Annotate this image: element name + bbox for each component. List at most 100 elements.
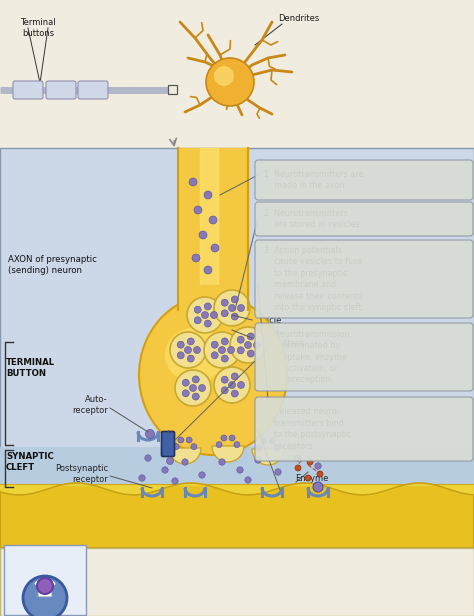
Text: 2  Neurotransmitters
    are stored in vesicles.: 2 Neurotransmitters are stored in vesicl… (264, 209, 362, 229)
Circle shape (170, 332, 206, 368)
Circle shape (192, 376, 199, 383)
Circle shape (237, 467, 243, 473)
FancyBboxPatch shape (0, 485, 474, 548)
Circle shape (255, 457, 261, 463)
Circle shape (317, 471, 323, 477)
Circle shape (237, 336, 244, 343)
Circle shape (187, 355, 194, 362)
Circle shape (295, 465, 301, 471)
FancyBboxPatch shape (0, 548, 474, 616)
Circle shape (192, 393, 199, 400)
Circle shape (162, 467, 168, 473)
Circle shape (256, 445, 262, 451)
Circle shape (219, 346, 226, 354)
Circle shape (184, 346, 191, 354)
Circle shape (182, 459, 188, 465)
Circle shape (194, 306, 201, 313)
Circle shape (274, 445, 280, 451)
Circle shape (193, 346, 201, 354)
FancyBboxPatch shape (255, 160, 473, 200)
Circle shape (211, 352, 218, 359)
Circle shape (247, 333, 254, 340)
Polygon shape (178, 290, 248, 310)
Circle shape (211, 244, 219, 252)
Wedge shape (35, 579, 55, 592)
Circle shape (221, 387, 228, 394)
Circle shape (315, 463, 321, 469)
Circle shape (145, 455, 151, 461)
Circle shape (261, 438, 267, 444)
Text: Action
potential: Action potential (193, 162, 233, 182)
Circle shape (37, 578, 53, 594)
Circle shape (214, 367, 250, 403)
Circle shape (221, 310, 228, 317)
FancyBboxPatch shape (0, 447, 474, 488)
Polygon shape (178, 148, 248, 295)
Ellipse shape (165, 328, 225, 383)
Circle shape (214, 66, 234, 86)
Text: AXON of presynaptic
(sending) neuron: AXON of presynaptic (sending) neuron (8, 255, 97, 275)
Circle shape (229, 435, 235, 441)
Circle shape (191, 444, 197, 450)
Circle shape (172, 478, 178, 484)
Circle shape (199, 472, 205, 478)
Circle shape (228, 381, 236, 389)
Circle shape (146, 429, 155, 439)
FancyBboxPatch shape (38, 581, 52, 597)
Circle shape (139, 475, 145, 481)
FancyBboxPatch shape (0, 0, 474, 148)
Polygon shape (178, 285, 248, 295)
FancyBboxPatch shape (78, 81, 108, 99)
Circle shape (247, 350, 254, 357)
Polygon shape (200, 148, 218, 295)
Text: DENDRITE of
postsynaptic
(receiving) neuron: DENDRITE of postsynaptic (receiving) neu… (5, 495, 84, 525)
FancyBboxPatch shape (255, 397, 473, 461)
Text: 1  Neurotransmitters are
    made in the axon.: 1 Neurotransmitters are made in the axon… (264, 170, 364, 190)
Circle shape (228, 346, 235, 354)
Text: Enzyme
deactivation: Enzyme deactivation (295, 474, 347, 493)
Circle shape (275, 469, 281, 475)
Wedge shape (252, 449, 284, 465)
FancyBboxPatch shape (255, 202, 473, 236)
Circle shape (216, 442, 222, 448)
Text: Postsynaptic
receptor: Postsynaptic receptor (55, 464, 108, 484)
Circle shape (228, 304, 236, 312)
Circle shape (221, 338, 228, 345)
Circle shape (201, 312, 209, 318)
Circle shape (231, 390, 238, 397)
Circle shape (305, 475, 311, 481)
Circle shape (214, 290, 250, 326)
Circle shape (221, 355, 228, 362)
Circle shape (182, 390, 189, 397)
Circle shape (199, 384, 206, 392)
Text: TERMINAL
BUTTON: TERMINAL BUTTON (6, 358, 55, 378)
Circle shape (204, 266, 212, 274)
Text: Reuptake: Reuptake (158, 423, 198, 431)
Circle shape (206, 58, 254, 106)
Circle shape (237, 347, 244, 354)
Circle shape (173, 444, 179, 450)
Circle shape (186, 437, 192, 443)
Circle shape (204, 320, 211, 327)
Circle shape (199, 231, 207, 239)
FancyBboxPatch shape (255, 323, 473, 391)
FancyBboxPatch shape (255, 240, 473, 318)
Circle shape (194, 206, 202, 214)
Text: A neurotransmitter can bind
only with its particular type of
receptor, much as a: A neurotransmitter can bind only with it… (94, 553, 224, 598)
FancyBboxPatch shape (46, 81, 76, 99)
Circle shape (187, 338, 194, 345)
Circle shape (177, 352, 184, 359)
Text: Dendrites: Dendrites (278, 14, 319, 23)
Text: 4  Neurotransmission
    is terminated by
    reuptake, enzyme
    deactivation,: 4 Neurotransmission is terminated by reu… (264, 330, 349, 384)
Circle shape (234, 442, 240, 448)
Circle shape (209, 216, 217, 224)
Circle shape (177, 341, 184, 348)
Circle shape (307, 459, 313, 465)
Circle shape (230, 327, 266, 363)
Circle shape (219, 459, 225, 465)
Circle shape (204, 332, 240, 368)
Circle shape (269, 438, 275, 444)
Circle shape (211, 341, 218, 348)
Circle shape (166, 458, 173, 464)
Circle shape (204, 303, 211, 310)
